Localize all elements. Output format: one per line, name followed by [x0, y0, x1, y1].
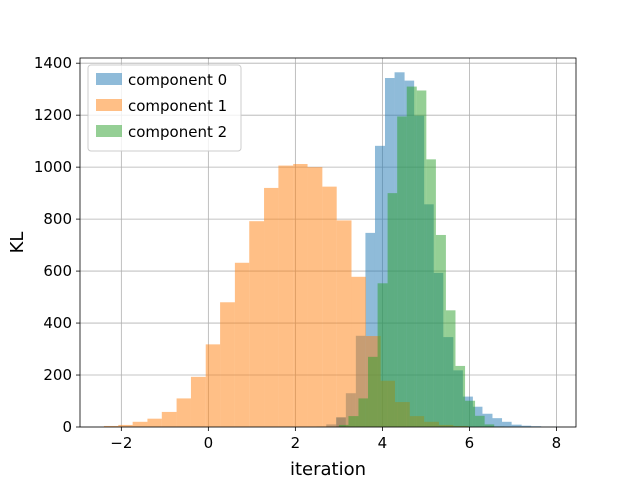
histogram-bar	[337, 220, 352, 427]
histogram-bar	[348, 416, 358, 427]
x-tick-label: 2	[291, 434, 301, 452]
histogram-bar	[322, 187, 336, 427]
y-tick-label: 200	[43, 366, 72, 384]
histogram-bar	[358, 398, 368, 427]
y-tick-label: 1400	[34, 54, 72, 72]
legend-swatch	[96, 99, 122, 111]
legend: component 0 component 1 component 2	[88, 65, 241, 151]
legend-label: component 1	[128, 97, 227, 115]
legend-label: component 2	[128, 123, 227, 141]
x-tick-label: 6	[465, 434, 475, 452]
histogram-bar	[206, 344, 220, 427]
histogram-bar	[465, 401, 475, 427]
histogram-bar	[446, 310, 456, 427]
histogram-bar	[436, 235, 446, 427]
y-axis-label: KL	[7, 232, 28, 254]
legend-swatch	[96, 125, 122, 137]
histogram-bar	[191, 377, 206, 427]
legend-swatch	[96, 73, 122, 85]
histogram-bar	[235, 263, 249, 427]
histogram-bar	[278, 166, 293, 427]
histogram-bar	[177, 398, 191, 427]
histogram-bar	[417, 90, 427, 427]
histogram-bar	[147, 419, 161, 427]
histogram-bar	[407, 87, 417, 427]
x-tick-label: 0	[204, 434, 214, 452]
histogram-bar	[308, 167, 323, 427]
x-axis-label: iteration	[290, 459, 366, 480]
histogram-bar	[293, 164, 307, 427]
legend-label: component 0	[128, 71, 227, 89]
histogram-bar	[368, 357, 378, 427]
histogram-bar	[133, 422, 148, 427]
y-tick-label: 1000	[34, 158, 72, 176]
y-tick-label: 600	[43, 262, 72, 280]
histogram-bar	[249, 221, 264, 427]
x-tick-label: 8	[552, 434, 562, 452]
y-tick-label: 0	[62, 418, 72, 436]
histogram-bar	[502, 422, 512, 427]
histogram-bar	[264, 188, 278, 427]
histogram-bar	[220, 302, 235, 427]
y-tick-label: 1200	[34, 106, 72, 124]
histogram-bar	[455, 366, 465, 427]
histogram-bar	[426, 159, 436, 427]
y-tick-label: 800	[43, 210, 72, 228]
x-tick-label: −2	[110, 434, 132, 452]
histogram-bar	[475, 416, 485, 427]
y-tick-label: 400	[43, 314, 72, 332]
x-tick-label: 4	[378, 434, 388, 452]
histogram-bar	[378, 283, 388, 427]
histogram-bar	[388, 193, 398, 427]
histogram-bar	[397, 116, 407, 427]
histogram-bar	[162, 412, 177, 427]
